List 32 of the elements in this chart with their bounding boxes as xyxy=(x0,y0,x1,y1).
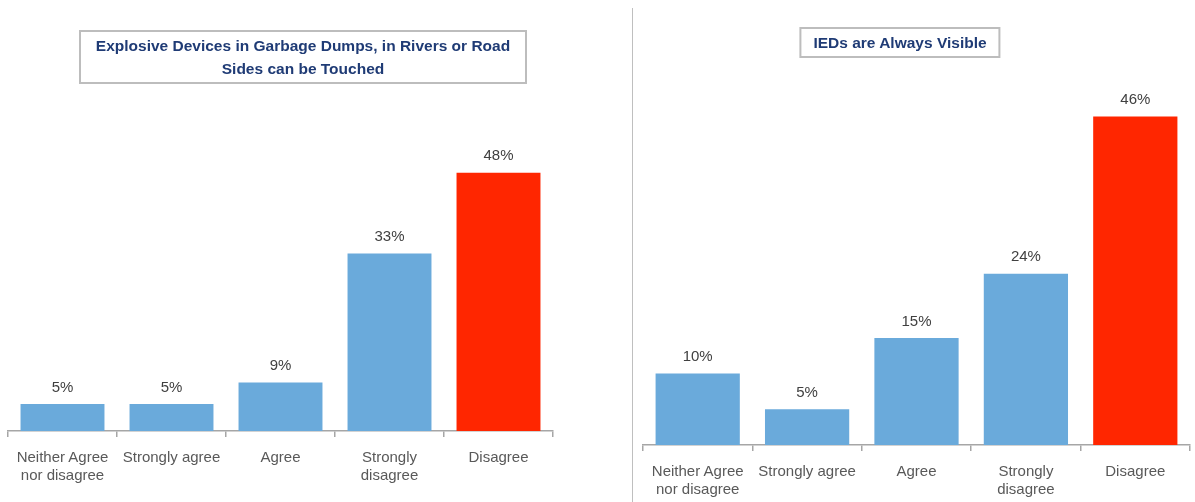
data-label: 24% xyxy=(1010,247,1041,265)
data-label: 9% xyxy=(269,356,292,374)
bar xyxy=(347,253,432,431)
data-label: 10% xyxy=(682,347,713,365)
x-tick-label: Agree xyxy=(260,448,301,466)
data-label: 48% xyxy=(483,146,514,164)
bar xyxy=(874,337,959,445)
data-label: 33% xyxy=(374,227,405,245)
x-tick-label: Agree xyxy=(896,462,937,480)
x-tick-label: Strongly disagree xyxy=(360,448,419,484)
x-tick-label: Neither Agree nor disagree xyxy=(651,462,744,498)
bar xyxy=(20,404,105,431)
data-label: 46% xyxy=(1120,90,1151,108)
x-tick-label: Strongly agree xyxy=(758,462,856,480)
data-label: 5% xyxy=(796,382,818,400)
chart-title: Explosive Devices in Garbage Dumps, in Rivers or Road Sides can be Touched xyxy=(79,30,527,84)
x-tick-label: Neither Agree nor disagree xyxy=(16,448,109,484)
bar xyxy=(238,382,323,431)
x-tick-label: Disagree xyxy=(1105,462,1166,480)
x-tick-label: Strongly agree xyxy=(122,448,221,466)
chart-title: IEDs are Always Visible xyxy=(799,27,1001,58)
data-label: 5% xyxy=(51,377,74,395)
data-label: 15% xyxy=(901,311,932,329)
bar xyxy=(983,273,1069,445)
x-tick-label: Disagree xyxy=(468,448,529,466)
bar xyxy=(456,172,541,431)
bar xyxy=(655,373,740,445)
bar xyxy=(764,409,850,445)
data-label: 5% xyxy=(160,377,183,395)
bar xyxy=(1093,116,1178,445)
bar xyxy=(129,404,214,431)
x-tick-label: Strongly disagree xyxy=(997,462,1055,498)
